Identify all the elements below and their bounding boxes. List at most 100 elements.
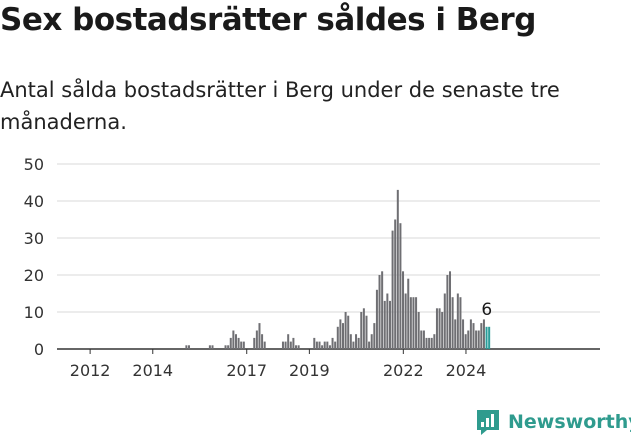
newsworthy-brand[interactable]: Newsworthy: [475, 407, 631, 437]
bar: [407, 278, 410, 349]
bar: [211, 345, 214, 349]
bar: [323, 341, 326, 349]
bar: [381, 271, 384, 349]
bar: [208, 345, 211, 349]
bar: [388, 300, 391, 349]
bar: [396, 189, 399, 349]
bar: [375, 289, 378, 349]
x-tick-label: 2014: [132, 361, 173, 380]
y-tick-label: 0: [34, 340, 44, 359]
bar: [242, 341, 245, 349]
bar: [417, 312, 420, 349]
bar: [297, 345, 300, 349]
bar: [422, 330, 425, 349]
bar: [237, 337, 240, 349]
bar: [383, 300, 386, 349]
chart-title: Sex bostadsrätter såldes i Berg: [0, 2, 536, 38]
y-tick-label: 10: [24, 303, 44, 322]
bar: [334, 341, 337, 349]
bar: [289, 341, 292, 349]
bar: [313, 337, 316, 349]
bar: [456, 293, 459, 349]
bar: [433, 334, 436, 349]
bar: [336, 326, 339, 349]
bar: [412, 297, 415, 349]
bar: [451, 297, 454, 349]
bar: [446, 275, 449, 349]
bar: [232, 330, 235, 349]
bar: [428, 337, 431, 349]
bar: [404, 293, 407, 349]
bar: [425, 337, 428, 349]
bar: [485, 326, 488, 349]
bar: [394, 219, 397, 349]
bar: [378, 275, 381, 349]
bar: [430, 337, 433, 349]
end-value-label: 6: [481, 300, 492, 320]
bar-chart: 0 10 20 30 40 50 2012 2014 2017 2019 2022 2024 6: [24, 155, 600, 380]
bar: [441, 312, 444, 349]
x-tick-label: 2017: [226, 361, 267, 380]
bar: [443, 293, 446, 349]
bar: [321, 345, 324, 349]
bar: [331, 337, 334, 349]
bar: [292, 337, 295, 349]
bar: [344, 312, 347, 349]
bar: [480, 323, 483, 349]
bar: [229, 337, 232, 349]
bar: [349, 334, 352, 349]
newsworthy-logo-icon: [477, 410, 499, 435]
bar: [352, 341, 355, 349]
bar: [477, 330, 480, 349]
bar: [399, 223, 402, 349]
bar: [253, 337, 256, 349]
bar: [315, 341, 318, 349]
bar: [188, 345, 191, 349]
bar: [341, 323, 344, 349]
y-tick-label: 50: [24, 155, 44, 174]
x-tick-label: 2012: [70, 361, 111, 380]
bar: [261, 334, 264, 349]
x-tick-label: 2022: [383, 361, 424, 380]
y-tick-label: 40: [24, 192, 44, 211]
y-tick-label: 30: [24, 229, 44, 248]
bar: [355, 334, 358, 349]
bar: [263, 341, 266, 349]
bar: [287, 334, 290, 349]
bar: [295, 345, 298, 349]
x-tick-label: 2019: [289, 361, 330, 380]
bar: [357, 337, 360, 349]
bar: [258, 323, 261, 349]
bar: [420, 330, 423, 349]
bar: [402, 271, 405, 349]
bar: [464, 334, 467, 349]
bar: [391, 230, 394, 349]
bar: [373, 323, 376, 349]
bar: [467, 330, 470, 349]
bar: [227, 345, 230, 349]
bar: [347, 315, 350, 349]
chart-subtitle: Antal sålda bostadsrätter i Berg under d…: [0, 78, 560, 134]
bar: [234, 334, 237, 349]
bar: [438, 308, 441, 349]
bar: [454, 319, 457, 349]
bar: [415, 297, 418, 349]
bar: [328, 345, 331, 349]
bar: [368, 341, 371, 349]
bar: [435, 308, 438, 349]
x-tick-label: 2024: [446, 361, 487, 380]
bar: [318, 341, 321, 349]
bar: [459, 297, 462, 349]
y-tick-label: 20: [24, 266, 44, 285]
bar: [409, 297, 412, 349]
bar: [224, 345, 227, 349]
bar: [482, 319, 485, 349]
bar: [365, 315, 368, 349]
bar: [339, 319, 342, 349]
bar: [360, 312, 363, 349]
bar: [370, 334, 373, 349]
bar: [362, 308, 365, 349]
bar: [472, 323, 475, 349]
bar: [240, 341, 243, 349]
bar: [255, 330, 258, 349]
